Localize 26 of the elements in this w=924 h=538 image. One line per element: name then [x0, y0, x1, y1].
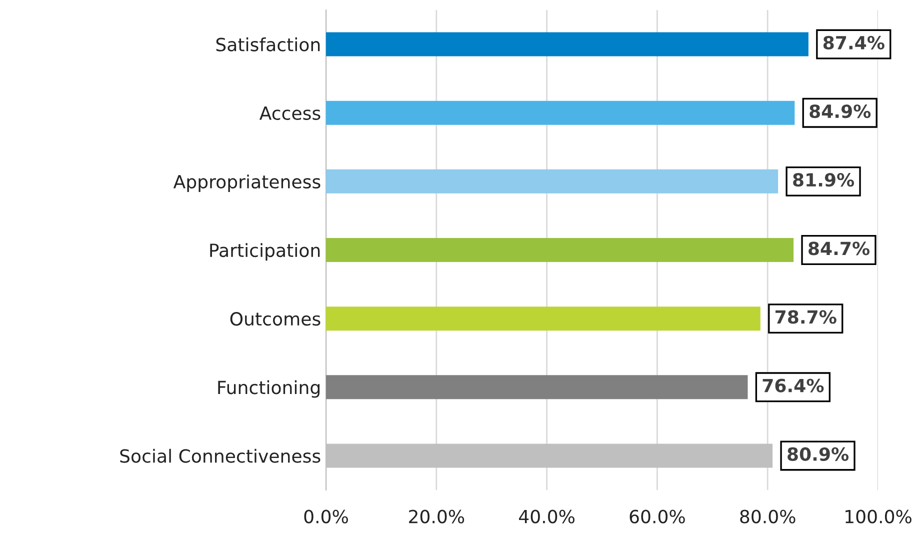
bar	[326, 375, 748, 400]
data-label: 84.7%	[808, 242, 870, 256]
data-label: 80.9%	[788, 447, 849, 461]
bar	[326, 100, 795, 125]
bar	[326, 238, 794, 262]
bar	[326, 306, 760, 331]
x-tick-label: 20.0%	[409, 510, 464, 524]
x-tick-label: 60.0%	[630, 510, 685, 524]
x-tick-label: 100.0%	[846, 510, 912, 524]
y-tick-label: Outcomes	[230, 312, 320, 326]
y-tick-label: Functioning	[218, 380, 320, 398]
data-label: 81.9%	[793, 173, 854, 187]
data-label: 78.7%	[776, 310, 836, 324]
data-label: 87.4%	[823, 36, 884, 50]
bar	[326, 32, 808, 56]
y-tick-label: Satisfaction	[216, 37, 320, 52]
x-tick-label: 40.0%	[519, 510, 574, 524]
data-label: 84.9%	[810, 104, 871, 118]
y-tick-label: Access	[259, 106, 320, 120]
x-tick-label: 80.0%	[740, 510, 796, 524]
y-tick-label: Social Connectiveness	[120, 448, 320, 463]
y-tick-label: Appropriateness	[173, 174, 320, 192]
y-tick-label: Participation	[210, 243, 320, 261]
data-label: 76.4%	[762, 378, 824, 392]
x-tick-label: 0.0%	[304, 510, 348, 524]
bar	[326, 169, 778, 194]
